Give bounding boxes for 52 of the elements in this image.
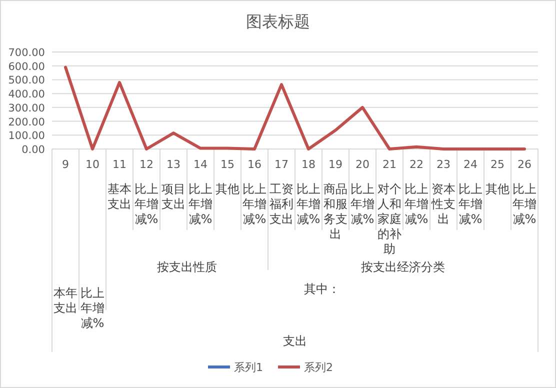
- x-tick-label: 21: [382, 158, 396, 171]
- y-tick-label: 300.00: [8, 102, 45, 114]
- text: 比上年增减%: [458, 182, 482, 226]
- text: 对个人和家庭的补助: [378, 182, 402, 256]
- text: 商品和服务支出: [324, 182, 348, 241]
- legend-label: 系列2: [304, 361, 333, 374]
- text: 工资福利支出: [270, 182, 294, 226]
- x-tick-label: 11: [112, 158, 126, 171]
- x-tick-label: 23: [436, 158, 450, 171]
- text: 比上年增减%: [134, 182, 158, 226]
- x-tick-label: 25: [490, 158, 504, 171]
- y-tick-label: 400.00: [8, 88, 45, 101]
- text: 比上年增减%: [350, 182, 374, 226]
- text: 按支出性质: [157, 260, 217, 274]
- text: 比上年增减%: [404, 182, 428, 226]
- text: 本年支出: [54, 286, 78, 315]
- y-tick-label: 100.00: [8, 130, 45, 142]
- text: 基本支出: [108, 182, 132, 211]
- text: 比上年增减%: [80, 286, 104, 330]
- x-tick-label: 22: [410, 158, 424, 171]
- x-tick-label: 18: [302, 158, 316, 171]
- text: 比上年增减%: [242, 182, 266, 226]
- y-tick-label: 700.00: [8, 47, 45, 59]
- text: 支出: [283, 334, 307, 348]
- x-tick-label: 12: [140, 158, 154, 171]
- y-tick-label: 500.00: [8, 74, 45, 87]
- x-tick-label: 19: [328, 158, 342, 171]
- x-tick-label: 24: [464, 158, 478, 171]
- y-tick-label: 200.00: [8, 116, 45, 128]
- x-tick-label: 16: [248, 158, 262, 171]
- text: 其他: [216, 182, 240, 196]
- x-tick-label: 10: [86, 158, 100, 171]
- x-tick-label: 20: [356, 158, 370, 171]
- text: 比上年增减%: [296, 182, 320, 226]
- x-tick-label: 17: [274, 158, 288, 171]
- x-tick-label: 26: [518, 158, 532, 171]
- text: 资本性支出: [430, 182, 456, 226]
- legend-label: 系列1: [234, 361, 263, 374]
- x-tick-label: 9: [62, 158, 69, 171]
- chart-title: 图表标题: [246, 12, 310, 31]
- text: 其中：: [304, 282, 340, 296]
- text: 其他: [486, 182, 510, 196]
- text: 比上年增减%: [188, 182, 212, 226]
- line-series: [64, 66, 526, 150]
- x-tick-label: 15: [220, 158, 234, 171]
- x-tick-label: 13: [166, 158, 180, 171]
- x-tick-label: 14: [194, 158, 208, 171]
- text: 项目支出: [162, 182, 186, 211]
- y-tick-label: 600.00: [8, 60, 45, 73]
- text: 比上年增减%: [512, 182, 536, 226]
- text: 按支出经济分类: [361, 260, 445, 274]
- y-tick-label: 0.00: [22, 144, 45, 156]
